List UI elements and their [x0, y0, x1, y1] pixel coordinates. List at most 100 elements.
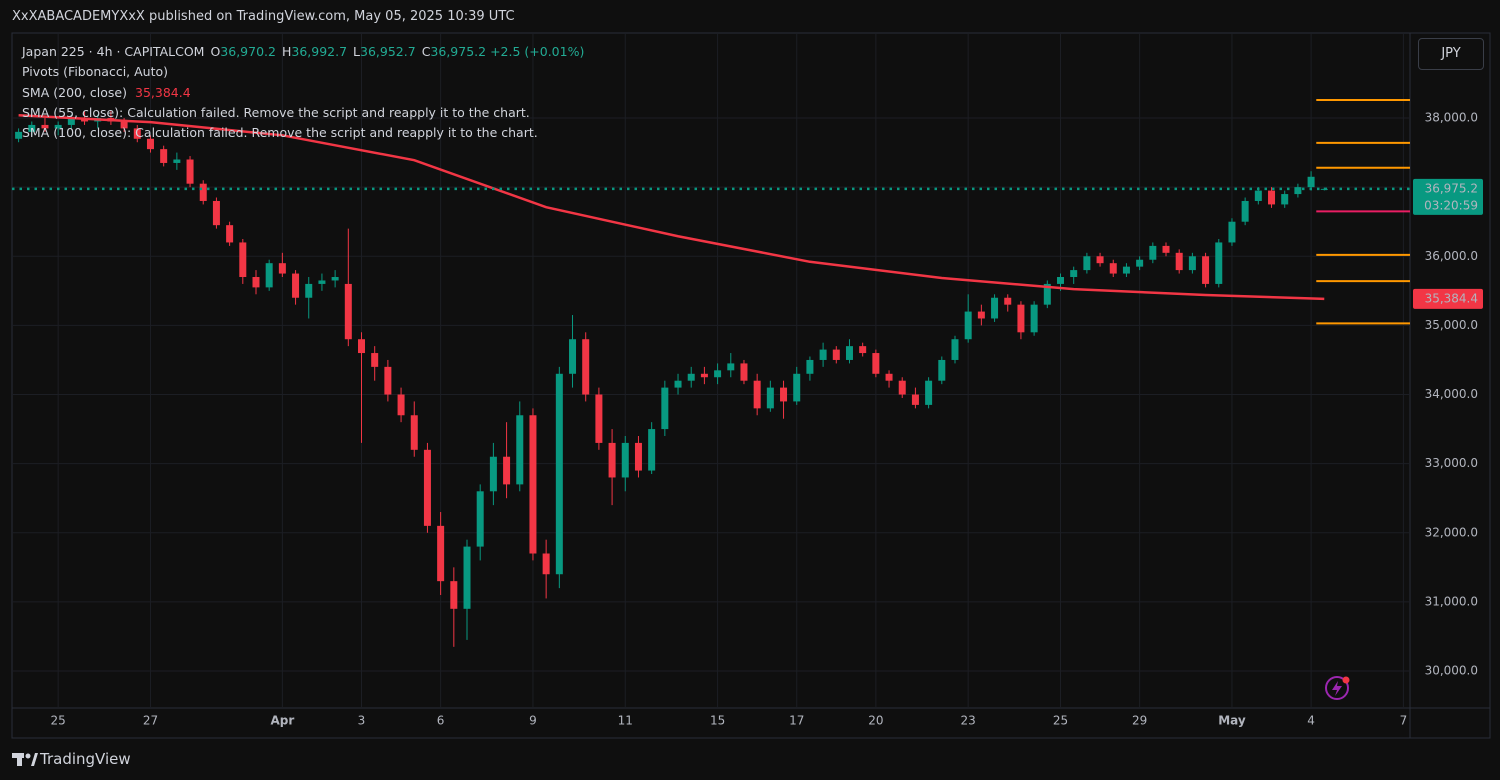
candle-body — [305, 283, 313, 298]
candle-body — [252, 277, 260, 288]
candle-body — [437, 525, 445, 582]
candle-body — [661, 387, 669, 430]
change: +2.5 (+0.01%) — [490, 44, 585, 59]
candle-body — [529, 415, 537, 554]
candle-body — [212, 200, 220, 226]
candle-body — [555, 373, 563, 575]
candle-body — [358, 339, 365, 354]
x-tick-label: 17 — [789, 714, 804, 728]
alert-icon[interactable] — [1325, 676, 1350, 700]
candle-body — [318, 280, 326, 284]
candle-body — [674, 380, 682, 388]
candle-body — [1149, 245, 1157, 260]
sma55-row: SMA (55, close): Calculation failed. Rem… — [22, 104, 530, 120]
sma-value-box — [1413, 288, 1483, 309]
candle-body — [1057, 277, 1064, 284]
y-tick-label: 34,000.0 — [1425, 387, 1478, 401]
y-tick-label: 30,000.0 — [1425, 664, 1478, 678]
countdown: 03:20:59 — [1424, 198, 1478, 212]
x-tick-label: 29 — [1132, 714, 1147, 728]
candle-body — [397, 394, 405, 416]
candle-body — [1175, 252, 1183, 271]
x-tick-label: 23 — [961, 714, 976, 728]
candle-body — [700, 373, 708, 378]
plot — [12, 33, 1410, 708]
last-price-label: 36,975.2 — [1425, 181, 1478, 195]
sma-value-label: 35,384.4 — [1425, 291, 1478, 305]
candle-body — [806, 359, 814, 374]
candle-body — [753, 380, 761, 409]
publish-header: XxXABACADEMYXxX published on TradingView… — [12, 9, 515, 24]
y-tick-label: 32,000.0 — [1425, 525, 1478, 539]
candle-body — [384, 366, 392, 395]
candle-body — [925, 380, 933, 405]
x-tick-label: 11 — [618, 714, 633, 728]
x-tick-label: Apr — [270, 714, 294, 728]
candle-body — [331, 277, 339, 281]
candle-body — [542, 553, 550, 575]
candle-body — [1162, 245, 1170, 253]
ohlc-key: O — [210, 44, 221, 59]
candle-body — [859, 346, 867, 354]
candle-body — [819, 349, 827, 360]
candle-body — [292, 273, 300, 298]
candle-body — [186, 159, 194, 184]
x-tick-label: 25 — [1053, 714, 1068, 728]
candle-body — [740, 363, 748, 381]
candle-body — [410, 415, 418, 450]
x-tick-label: 25 — [51, 714, 66, 728]
candle-body — [714, 370, 722, 378]
candle-body — [265, 263, 273, 288]
candle-body — [344, 283, 352, 340]
candle-body — [1294, 187, 1302, 195]
candle-body — [516, 415, 524, 485]
x-tick-label: 20 — [868, 714, 883, 728]
candle-body — [608, 442, 616, 478]
ohlc-value: 36,992.7 — [291, 44, 348, 59]
candle-body — [1202, 256, 1210, 284]
ohlc-value: 36,970.2 — [220, 44, 276, 59]
candle-body — [15, 131, 23, 139]
candle-body — [793, 373, 801, 402]
candle-body — [67, 118, 75, 125]
candle-body — [146, 138, 154, 150]
candle-body — [845, 346, 853, 360]
candle-body — [423, 449, 431, 526]
candle-body — [1268, 190, 1276, 205]
candle-body — [1043, 283, 1051, 305]
candle-body — [991, 297, 999, 319]
candle-body — [898, 380, 906, 395]
candle-body — [1004, 297, 1012, 305]
candle-body — [938, 359, 946, 381]
candle-body — [1070, 270, 1078, 278]
sma200-value: 35,384.4 — [135, 84, 191, 100]
y-tick-label: 31,000.0 — [1425, 594, 1478, 608]
x-tick-label: 6 — [437, 714, 445, 728]
candle-body — [727, 363, 735, 371]
ohlc-key: L — [353, 44, 361, 59]
candle-body — [885, 373, 893, 381]
footer-brand: TradingView — [40, 750, 131, 768]
candle-body — [569, 339, 577, 374]
candle-body — [1254, 190, 1262, 201]
candle-body — [54, 124, 62, 129]
candle-body — [173, 159, 181, 163]
tv-logo — [12, 753, 38, 766]
y-tick-label: 36,000.0 — [1425, 249, 1478, 263]
sma-line — [18, 114, 1325, 301]
y-tick-label: 33,000.0 — [1425, 456, 1478, 470]
candle-body — [1241, 200, 1249, 222]
candle-body — [977, 311, 985, 319]
candle-body — [634, 442, 642, 471]
candle-body — [226, 225, 234, 243]
candle-body — [648, 429, 656, 471]
x-tick-label: 9 — [529, 714, 537, 728]
candle-body — [133, 128, 141, 139]
candle-body — [120, 121, 128, 129]
currency-button[interactable]: JPY — [1418, 38, 1484, 70]
x-tick-label: 7 — [1400, 714, 1408, 728]
ohlc-key: H — [281, 44, 292, 59]
pivots-row: Pivots (Fibonacci, Auto) — [22, 64, 169, 80]
candle-body — [951, 339, 959, 360]
ohlc-value: 36,975.2 — [430, 44, 487, 59]
